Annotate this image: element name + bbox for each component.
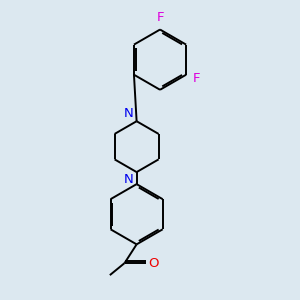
Text: F: F xyxy=(193,72,200,85)
Text: N: N xyxy=(124,107,134,120)
Text: O: O xyxy=(149,256,159,270)
Text: F: F xyxy=(156,11,164,24)
Text: N: N xyxy=(124,173,134,186)
